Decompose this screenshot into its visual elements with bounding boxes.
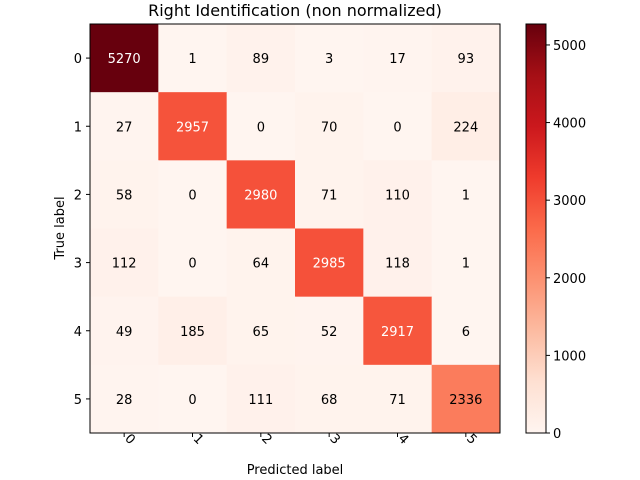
y-axis-label: True label — [53, 196, 68, 260]
cell-value-label: 0 — [257, 120, 265, 135]
cell-value-label: 70 — [321, 120, 338, 135]
heatmap-cell — [226, 228, 296, 298]
cell-value-label: 2980 — [244, 188, 277, 203]
cell-value-label: 110 — [385, 188, 410, 203]
heatmap-cell — [90, 364, 159, 434]
cell-value-label: 71 — [321, 188, 338, 203]
y-tick-label: 4 — [74, 325, 82, 340]
cell-value-label: 111 — [248, 393, 273, 408]
cell-value-label: 1 — [462, 188, 470, 203]
heatmap-cell — [90, 296, 159, 366]
heatmap-cell — [90, 228, 159, 298]
cell-value-label: 118 — [385, 257, 410, 272]
heatmap-cell — [158, 296, 228, 366]
heatmap-cell — [295, 24, 364, 93]
cell-value-label: 0 — [188, 393, 196, 408]
heatmap-cell — [226, 92, 296, 161]
cell-value-label: 224 — [453, 120, 478, 135]
cell-value-label: 49 — [116, 325, 133, 340]
y-tick-label: 2 — [74, 188, 82, 203]
colorbar-tick-label: 5000 — [553, 39, 586, 54]
heatmap-cell — [158, 92, 228, 161]
y-axis-ticks: 0 1 2 3 4 5 — [74, 52, 90, 408]
colorbar-tick-label: 0 — [553, 427, 561, 442]
heatmap-cell — [431, 160, 501, 229]
cell-value-label: 58 — [116, 188, 133, 203]
colorbar-tick-label: 4000 — [553, 117, 586, 132]
heatmap-cell — [363, 228, 433, 298]
cell-value-label: 0 — [188, 257, 196, 272]
heatmap-cell — [363, 296, 433, 366]
cell-value-label: 185 — [180, 325, 205, 340]
y-tick-label: 1 — [74, 120, 82, 135]
heatmap-cell — [226, 364, 296, 434]
y-tick-label: 3 — [74, 257, 82, 272]
heatmap-cell — [431, 364, 501, 434]
heatmap-cell — [158, 24, 228, 93]
colorbar — [525, 23, 547, 434]
heatmap-cell — [158, 160, 228, 229]
cell-value-label: 64 — [253, 257, 270, 272]
heatmap-cells — [90, 24, 501, 434]
cell-value-label: 17 — [389, 52, 406, 67]
cell-value-label: 5270 — [108, 52, 141, 67]
heatmap-cell — [90, 160, 159, 229]
heatmap-cell — [226, 296, 296, 366]
heatmap-cell — [431, 228, 501, 298]
heatmap-cell — [363, 92, 433, 161]
cell-value-label: 71 — [389, 393, 406, 408]
cell-value-label: 2336 — [449, 393, 482, 408]
cell-value-label: 68 — [321, 393, 338, 408]
cell-value-label: 0 — [393, 120, 401, 135]
heatmap-cell — [363, 364, 433, 434]
colorbar-tick-label: 2000 — [553, 272, 586, 287]
chart-title: Right Identification (non normalized) — [148, 1, 442, 20]
cell-value-label: 1 — [462, 257, 470, 272]
heatmap-cell — [295, 228, 364, 298]
heatmap-cell — [431, 24, 501, 93]
heatmap-cell — [90, 24, 159, 93]
colorbar-ticks: 0 1000 2000 3000 4000 5000 — [546, 39, 586, 442]
cell-value-label: 1 — [188, 52, 196, 67]
heatmap-cell — [226, 160, 296, 229]
heatmap-cell — [158, 364, 228, 434]
cell-value-label: 2985 — [313, 257, 346, 272]
cell-value-label: 93 — [458, 52, 475, 67]
cell-value-label: 52 — [321, 325, 338, 340]
cell-value-label: 2917 — [381, 325, 414, 340]
cell-value-label: 65 — [253, 325, 270, 340]
heatmap-cell — [158, 228, 228, 298]
cell-value-label: 89 — [253, 52, 270, 67]
cell-value-label: 6 — [462, 325, 470, 340]
x-axis-label: Predicted label — [247, 463, 344, 478]
heatmap-cell — [431, 92, 501, 161]
y-tick-label: 0 — [74, 52, 82, 67]
cell-value-label: 112 — [112, 257, 137, 272]
heatmap-cell — [295, 160, 364, 229]
cell-value-label: 0 — [188, 188, 196, 203]
plot-frame — [89, 23, 501, 434]
cell-value-label: 2957 — [176, 120, 209, 135]
y-tick-label: 5 — [74, 393, 82, 408]
cell-value-label: 3 — [325, 52, 333, 67]
cell-value-label: 28 — [116, 393, 133, 408]
heatmap-cell — [295, 296, 364, 366]
heatmap-cell — [363, 24, 433, 93]
heatmap-cell — [226, 24, 296, 93]
cell-value-label: 27 — [116, 120, 133, 135]
heatmap-cell — [295, 364, 364, 434]
colorbar-tick-label: 1000 — [553, 349, 586, 364]
colorbar-tick-label: 3000 — [553, 194, 586, 209]
heatmap-cell — [295, 92, 364, 161]
heatmap-cell — [90, 92, 159, 161]
heatmap-cell — [363, 160, 433, 229]
heatmap-cell — [431, 296, 501, 366]
